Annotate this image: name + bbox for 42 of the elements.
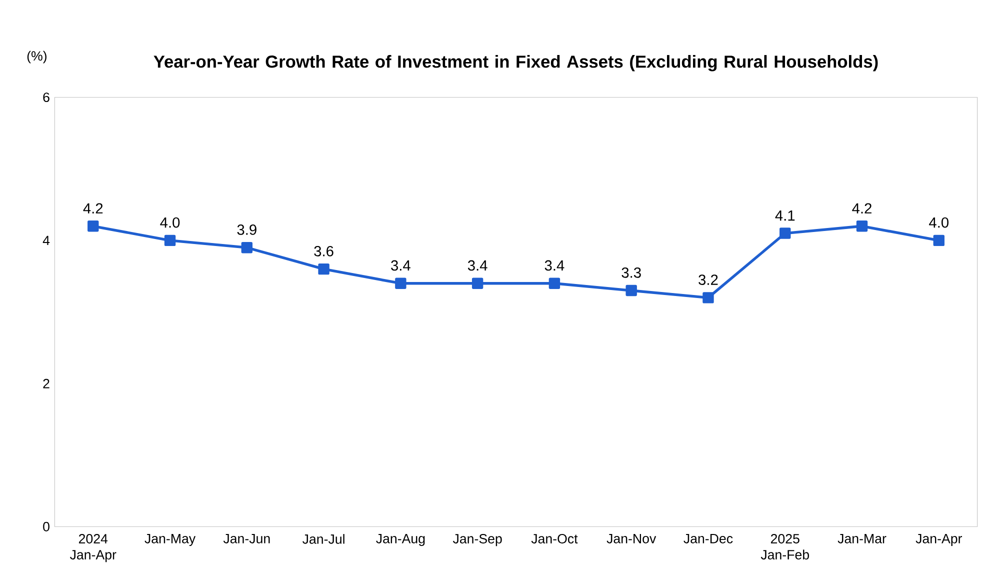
point	[626, 284, 637, 296]
data-label: 4.2	[83, 203, 103, 214]
x-tick-label: Jan-Mar	[838, 534, 886, 544]
point	[702, 292, 714, 304]
x-tick-label: Jan-Dec	[684, 534, 733, 544]
x-tick-label: Jan-Nov	[606, 534, 656, 544]
data-label: 4.2	[852, 203, 872, 214]
y-tick-label: 4	[42, 236, 50, 246]
x-tick-label: Jan-Apr	[916, 534, 962, 546]
x-tick-label: Jan-Oct	[531, 534, 578, 544]
point	[548, 278, 560, 289]
data-label: 3.4	[468, 260, 488, 271]
point	[241, 242, 252, 254]
point	[472, 278, 484, 289]
data-label: 3.4	[391, 260, 410, 271]
x-tick-label: Jan-Jun	[223, 534, 270, 544]
data-label: 4.0	[929, 217, 948, 228]
x-tick-label: 2025 Jan-Feb	[760, 534, 810, 560]
data-label: 3.2	[698, 274, 718, 285]
data-label: 3.3	[622, 267, 641, 278]
x-tick-label: Jan-Sep	[452, 534, 502, 546]
y-tick-label: 6	[43, 92, 50, 102]
point	[856, 220, 868, 232]
point	[164, 234, 176, 246]
point	[318, 263, 330, 275]
x-tick-label: Jan-May	[144, 534, 196, 546]
y-axis-title: (%)	[27, 50, 46, 64]
point	[780, 228, 791, 239]
point	[933, 234, 944, 246]
data-label: 3.4	[544, 260, 564, 271]
point	[395, 278, 406, 289]
x-tick-label: 2024 Jan-Apr	[70, 534, 116, 562]
x-tick-label: Jan-Jul	[302, 534, 344, 544]
y-tick-label: 0	[43, 522, 50, 532]
x-tick-label: Jan-Aug	[376, 534, 425, 546]
data-label: 4.1	[775, 210, 795, 221]
data-label: 3.6	[314, 246, 334, 256]
y-tick-label: 2	[43, 378, 50, 388]
point	[88, 220, 99, 232]
chart-title: Year-on-Year Growth Rate of Investment in Fixed Assets (Excluding Rural Households)	[154, 55, 878, 72]
data-label: 4.0	[160, 217, 180, 228]
data-label: 3.9	[237, 224, 256, 235]
